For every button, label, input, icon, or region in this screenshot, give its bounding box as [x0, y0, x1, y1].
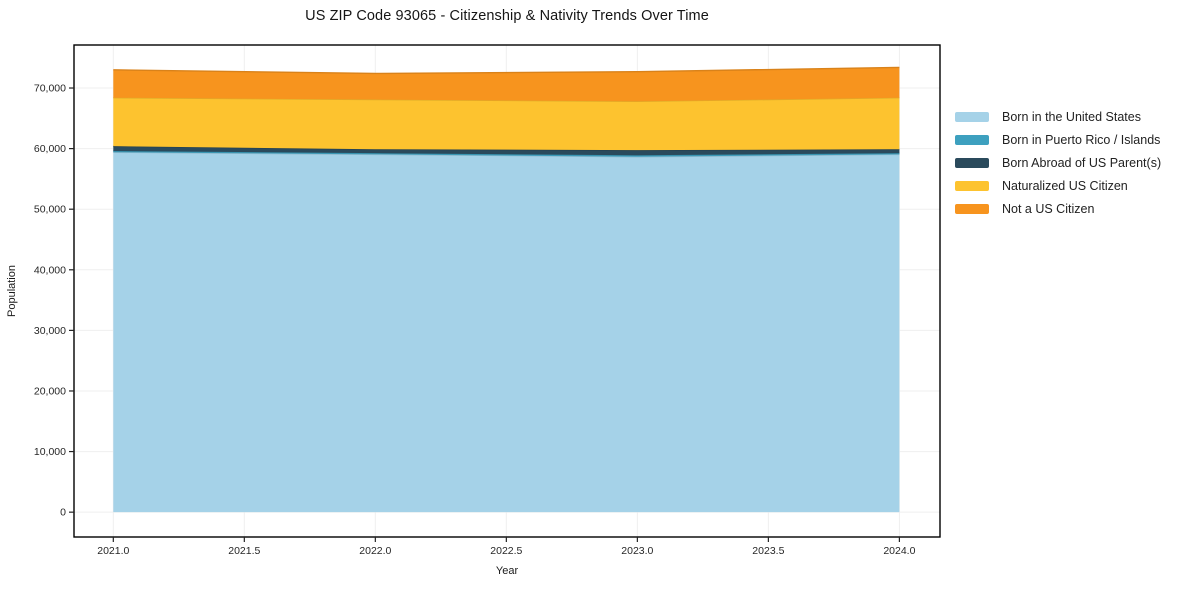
x-tick-label: 2023.0	[621, 545, 653, 557]
x-tick-label: 2021.0	[97, 545, 129, 557]
legend-swatch-naturalized-icon	[955, 180, 989, 191]
plot-frame	[73, 44, 941, 538]
y-axis-label: Population	[6, 265, 18, 317]
area-series-3	[113, 97, 900, 151]
legend-label-born-abroad: Born Abroad of US Parent(s)	[1002, 155, 1162, 170]
x-tick-label: 2022.5	[490, 545, 522, 557]
x-tick-label: 2024.0	[883, 545, 915, 557]
y-tick-label: 70,000	[34, 83, 66, 95]
legend-label-not-citizen: Not a US Citizen	[1002, 201, 1095, 216]
legend-swatch-born-us-icon	[955, 111, 989, 122]
legend-label-naturalized: Naturalized US Citizen	[1002, 178, 1128, 193]
legend-item-not-citizen: Not a US Citizen	[955, 197, 1161, 220]
x-tick-label: 2021.5	[228, 545, 260, 557]
chart-legend: Born in the United States Born in Puerto…	[955, 105, 1161, 220]
x-tick-label: 2022.0	[359, 545, 391, 557]
y-tick-label: 40,000	[34, 264, 66, 276]
legend-swatch-puerto-rico-icon	[955, 134, 989, 145]
legend-item-born-abroad: Born Abroad of US Parent(s)	[955, 151, 1161, 174]
area-series-group	[113, 66, 900, 513]
legend-item-naturalized: Naturalized US Citizen	[955, 174, 1161, 197]
x-tick-label: 2023.5	[752, 545, 784, 557]
y-tick-label: 0	[60, 507, 66, 519]
legend-swatch-not-citizen-icon	[955, 203, 989, 214]
area-series-0	[113, 152, 900, 513]
x-axis-label: Year	[496, 565, 519, 577]
y-tick-label: 50,000	[34, 204, 66, 216]
area-series-3-edge	[113, 97, 900, 103]
legend-item-born-us: Born in the United States	[955, 105, 1161, 128]
area-series-2-edge	[113, 145, 900, 151]
legend-swatch-born-abroad-icon	[955, 157, 989, 168]
area-series-4-edge	[113, 66, 900, 75]
legend-label-puerto-rico: Born in Puerto Rico / Islands	[1002, 132, 1161, 147]
axis-ticks: 2021.0 2021.5 2022.0 2022.5 2023.0 2023.5 2024…	[34, 83, 916, 557]
y-tick-label: 60,000	[34, 143, 66, 155]
y-tick-label: 20,000	[34, 385, 66, 397]
legend-item-puerto-rico: Born in Puerto Rico / Islands	[955, 128, 1161, 151]
chart-title: US ZIP Code 93065 - Citizenship & Nativi…	[305, 8, 709, 24]
legend-label-born-us: Born in the United States	[1002, 109, 1141, 124]
area-series-4	[113, 67, 900, 102]
y-tick-label: 10,000	[34, 446, 66, 458]
y-tick-label: 30,000	[34, 325, 66, 337]
